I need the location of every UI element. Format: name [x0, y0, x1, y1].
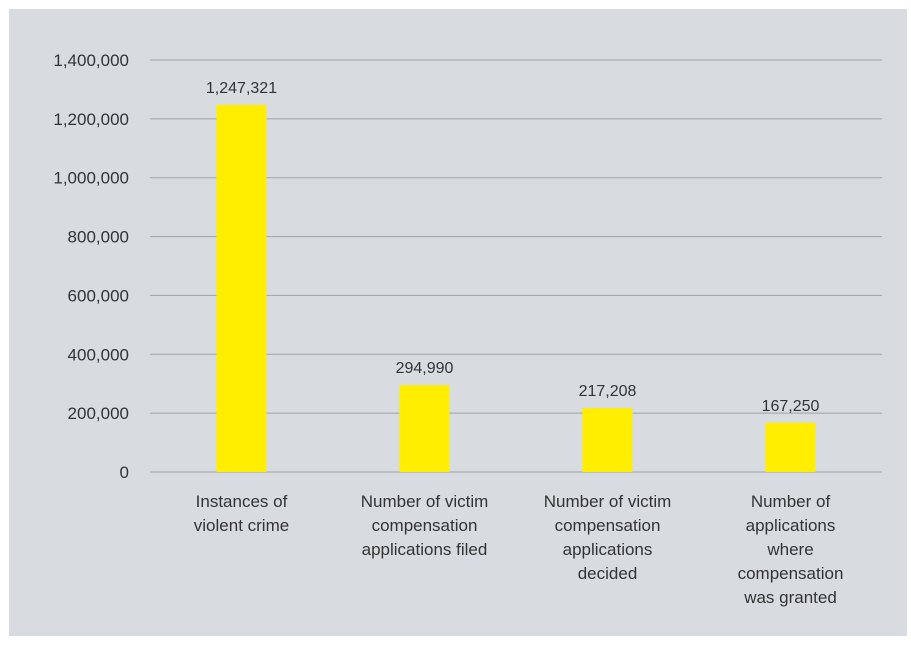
category-label-line: Number of victim: [544, 492, 672, 511]
category-label: Number of victim compensation applications…: [361, 492, 489, 559]
y-tick-label: 1,200,000: [53, 110, 129, 129]
bar: [399, 385, 450, 472]
category-label: Instances of violent crime: [194, 492, 289, 535]
data-label: 1,247,321: [206, 80, 277, 97]
chart-panel: 0 200,000 400,000 600,000 800,000 1,000,000 1,…: [9, 9, 907, 636]
bar-chart: 0 200,000 400,000 600,000 800,000 1,000,000 1,…: [53, 51, 882, 607]
category-label-line: applications filed: [362, 540, 488, 559]
bars: [216, 104, 816, 473]
category-label-line: decided: [578, 564, 638, 583]
y-tick-label: 400,000: [68, 345, 129, 364]
y-tick-label: 0: [120, 463, 129, 482]
category-label: Number of applications where compensation wa…: [738, 492, 844, 607]
category-label-line: Instances of: [196, 492, 288, 511]
y-tick-label: 200,000: [68, 404, 129, 423]
category-label-line: Number of victim: [361, 492, 489, 511]
bar: [765, 422, 816, 472]
category-label-line: compensation: [372, 516, 478, 535]
x-axis-category-labels: Instances of violent crime Number of victi…: [194, 492, 844, 607]
data-label: 217,208: [579, 383, 637, 400]
gridlines: [150, 59, 882, 473]
y-tick-label: 1,000,000: [53, 169, 129, 188]
y-tick-label: 600,000: [68, 286, 129, 305]
data-labels: 1,247,321 294,990 217,208 167,250: [206, 80, 820, 415]
y-tick-label: 1,400,000: [53, 51, 129, 70]
y-tick-label: 800,000: [68, 228, 129, 247]
bar: [216, 104, 267, 473]
category-label-line: applications: [746, 516, 836, 535]
category-label-line: compensation: [738, 564, 844, 583]
category-label-line: violent crime: [194, 516, 289, 535]
category-label-line: applications: [563, 540, 653, 559]
bar: [582, 408, 633, 472]
y-axis-tick-labels: 0 200,000 400,000 600,000 800,000 1,000,000 1,…: [53, 51, 129, 482]
category-label-line: was granted: [743, 588, 837, 607]
category-label-line: Number of: [751, 492, 831, 511]
category-label-line: compensation: [555, 516, 661, 535]
category-label-line: where: [766, 540, 813, 559]
data-label: 294,990: [396, 360, 454, 377]
data-label: 167,250: [762, 398, 820, 415]
category-label: Number of victim compensation applications…: [544, 492, 672, 583]
